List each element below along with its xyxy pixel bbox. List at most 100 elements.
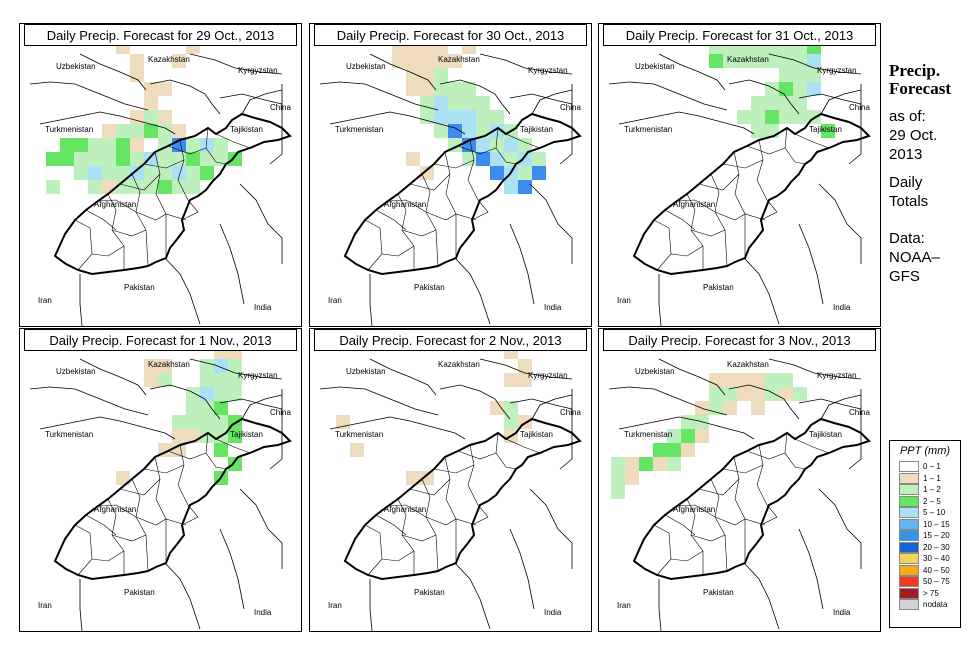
province-border <box>425 516 477 526</box>
precip-cell <box>186 166 200 180</box>
precip-cell <box>214 387 228 401</box>
province-border <box>85 209 117 231</box>
country-label-turkmenistan: Turkmenistan <box>45 430 93 439</box>
country-border <box>728 384 800 420</box>
country-border <box>189 358 283 380</box>
province-border <box>664 209 696 231</box>
precip-cell <box>518 359 532 373</box>
precip-cell <box>532 166 546 180</box>
country-border <box>219 223 245 305</box>
precip-cell <box>200 166 214 180</box>
province-border <box>676 504 716 518</box>
precip-cell <box>518 373 532 387</box>
country-label-turkmenistan: Turkmenistan <box>624 430 672 439</box>
country-border <box>529 488 573 569</box>
totals-line2: Totals <box>889 193 929 210</box>
legend-entry: 50 – 75 <box>890 576 960 588</box>
precip-cell <box>102 138 116 152</box>
country-border <box>658 579 662 631</box>
precip-cell <box>406 68 420 82</box>
precip-cell <box>476 110 490 124</box>
province-border <box>714 516 766 526</box>
precip-cell <box>102 124 116 138</box>
province-border <box>167 450 207 460</box>
precip-cell <box>406 54 420 68</box>
precip-cell <box>653 457 667 471</box>
data-label: Data: <box>889 230 925 247</box>
precip-cell <box>172 152 186 166</box>
province-border <box>215 438 251 454</box>
province-border <box>722 159 764 169</box>
province-border <box>784 127 806 165</box>
precip-cell <box>420 68 434 82</box>
precip-cell <box>102 152 116 166</box>
precip-cell <box>130 68 144 82</box>
country-label-tajikistan: Tajikistan <box>809 430 842 439</box>
country-border <box>798 528 824 610</box>
precip-cell <box>532 152 546 166</box>
precip-cell <box>116 124 130 138</box>
precip-cell <box>144 82 158 96</box>
precip-cell <box>448 54 462 68</box>
province-border <box>97 504 137 518</box>
country-border <box>79 53 147 91</box>
province-border <box>85 514 117 536</box>
province-border <box>471 504 489 526</box>
precip-cell <box>434 68 448 82</box>
country-border <box>79 579 83 631</box>
precip-cell <box>737 387 751 401</box>
country-border <box>241 394 283 420</box>
country-border <box>798 398 862 410</box>
province-border <box>91 550 125 562</box>
precip-cell <box>448 110 462 124</box>
data-source-line2: GFS <box>889 268 920 285</box>
legend-swatch <box>899 484 919 496</box>
precip-cell <box>186 180 200 194</box>
precip-cell <box>611 457 625 471</box>
province-border <box>167 145 207 155</box>
legend-entry: 1 – 1 <box>890 472 960 485</box>
precip-cell <box>518 180 532 194</box>
precip-cell <box>779 110 793 124</box>
precip-cell <box>807 82 821 96</box>
precip-cell <box>779 373 793 387</box>
country-border <box>39 111 176 135</box>
country-border <box>164 562 201 630</box>
precip-cell <box>214 415 228 429</box>
precip-cell <box>765 82 779 96</box>
province-border <box>433 159 475 169</box>
country-border <box>848 389 862 470</box>
precip-cell <box>504 415 518 429</box>
country-border <box>820 394 862 420</box>
forecast-panel-3: Daily Precip. Forecast for 31 Oct., 2013… <box>598 23 881 327</box>
precip-cell <box>186 387 200 401</box>
precip-cell <box>490 152 504 166</box>
precip-cell <box>476 96 490 110</box>
province-border <box>495 432 517 470</box>
afghanistan-border <box>343 112 582 276</box>
country-border <box>479 358 573 380</box>
precip-cell <box>172 124 186 138</box>
precip-cell <box>681 443 695 457</box>
province-border <box>495 127 517 165</box>
country-border <box>618 111 755 135</box>
country-border <box>329 416 466 440</box>
province-border <box>425 211 477 221</box>
province-border <box>143 159 185 169</box>
country-label-pakistan: Pakistan <box>124 283 155 292</box>
precip-cell <box>504 401 518 415</box>
precip-cell <box>434 54 448 68</box>
forecast-panel-2: Daily Precip. Forecast for 30 Oct., 2013… <box>309 23 592 327</box>
precip-cell <box>130 152 144 166</box>
province-border <box>698 478 740 496</box>
country-label-tajikistan: Tajikistan <box>520 430 553 439</box>
precip-cell <box>186 415 200 429</box>
precip-cell <box>723 54 737 68</box>
province-border <box>111 534 147 542</box>
precip-cell <box>144 96 158 110</box>
country-border <box>509 93 573 105</box>
country-label-iran: Iran <box>328 601 342 610</box>
province-border <box>756 139 768 201</box>
country-border <box>189 53 283 75</box>
precip-cell <box>434 110 448 124</box>
